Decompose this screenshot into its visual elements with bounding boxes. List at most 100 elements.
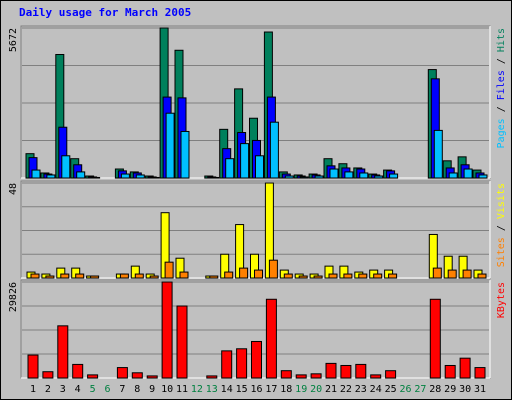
bar — [284, 175, 294, 179]
bar — [373, 273, 383, 279]
bar — [280, 370, 292, 379]
bar — [30, 273, 40, 279]
legend-separator: / — [496, 100, 507, 118]
x-tick-label: 5 — [90, 384, 96, 395]
bar — [45, 275, 55, 279]
x-tick-label: 10 — [161, 384, 173, 395]
bar — [180, 130, 190, 179]
bar — [206, 375, 218, 379]
bar — [46, 174, 56, 179]
bar — [116, 367, 128, 379]
bar — [265, 298, 277, 379]
bar — [27, 354, 39, 379]
bar — [385, 370, 397, 379]
x-tick-label: 13 — [206, 384, 218, 395]
x-tick-label: 24 — [370, 384, 382, 395]
bar — [72, 363, 84, 379]
x-tick-label: 23 — [355, 384, 367, 395]
legend-entry: Sites — [496, 237, 507, 267]
x-tick-label: 31 — [474, 384, 486, 395]
bar — [131, 372, 143, 379]
bar — [150, 176, 160, 179]
bar — [370, 374, 382, 379]
legend: Sites / Visits — [496, 183, 507, 267]
bar — [76, 171, 86, 179]
legend-entry: Visits — [496, 183, 507, 219]
x-tick-label: 18 — [280, 384, 292, 395]
bar — [478, 174, 488, 179]
bar — [355, 363, 367, 379]
x-tick-label: 6 — [104, 384, 110, 395]
legend-entry: Files — [496, 70, 507, 100]
bar — [463, 168, 473, 179]
bar — [179, 271, 189, 279]
bar — [344, 171, 354, 179]
legend: Pages / Files / Hits — [496, 28, 507, 148]
bar — [90, 275, 100, 279]
bar — [119, 273, 129, 279]
bar — [87, 374, 99, 379]
bar — [295, 374, 307, 379]
bar — [60, 273, 70, 279]
legend: KBytes — [496, 282, 507, 318]
x-tick-label: 3 — [60, 384, 66, 395]
bar — [283, 273, 293, 279]
bar — [374, 175, 384, 179]
legend-entry: Pages — [496, 118, 507, 148]
bar — [221, 350, 233, 379]
bar — [165, 112, 175, 179]
bar — [343, 273, 353, 279]
bar — [269, 121, 279, 179]
bar — [359, 172, 369, 179]
bar — [429, 298, 441, 379]
bar — [161, 281, 173, 379]
bar — [329, 168, 339, 179]
x-tick-label: 16 — [250, 384, 262, 395]
x-tick-label: 26 — [399, 384, 411, 395]
x-tick-label: 8 — [134, 384, 140, 395]
x-tick-label: 9 — [149, 384, 155, 395]
bar — [340, 364, 352, 379]
bar — [358, 273, 368, 279]
bar — [328, 273, 338, 279]
x-tick-label: 19 — [295, 384, 307, 395]
legend-entry: KBytes — [496, 282, 507, 318]
bar — [462, 269, 472, 279]
y-tick-label: 29826 — [8, 282, 19, 312]
x-tick-label: 27 — [414, 384, 426, 395]
x-tick-label: 29 — [444, 384, 456, 395]
bar — [134, 273, 144, 279]
bar — [268, 259, 278, 279]
bar — [255, 155, 264, 179]
bar — [75, 273, 85, 279]
x-tick-label: 14 — [221, 384, 233, 395]
bar — [146, 375, 158, 379]
x-tick-label: 30 — [459, 384, 471, 395]
legend-entry: Hits — [496, 28, 507, 52]
y-tick-label: 5672 — [8, 28, 19, 52]
bar — [149, 275, 159, 279]
bar — [389, 173, 399, 179]
x-tick-label: 12 — [191, 384, 203, 395]
bar — [225, 158, 235, 179]
x-tick-label: 21 — [325, 384, 337, 395]
x-tick-label: 1 — [30, 384, 36, 395]
legend-separator: / — [496, 219, 507, 237]
bar — [91, 176, 101, 179]
bar — [251, 340, 262, 379]
bar — [313, 275, 323, 279]
legend-separator: / — [496, 52, 507, 70]
bar — [176, 305, 188, 379]
y-tick-label: 48 — [8, 183, 19, 195]
bar — [236, 348, 248, 379]
bar — [448, 172, 458, 179]
bar — [210, 176, 220, 179]
bar — [239, 267, 249, 279]
bar — [388, 273, 398, 279]
x-tick-label: 22 — [340, 384, 352, 395]
bar — [224, 271, 234, 279]
bar — [57, 325, 69, 379]
bar — [31, 169, 41, 179]
